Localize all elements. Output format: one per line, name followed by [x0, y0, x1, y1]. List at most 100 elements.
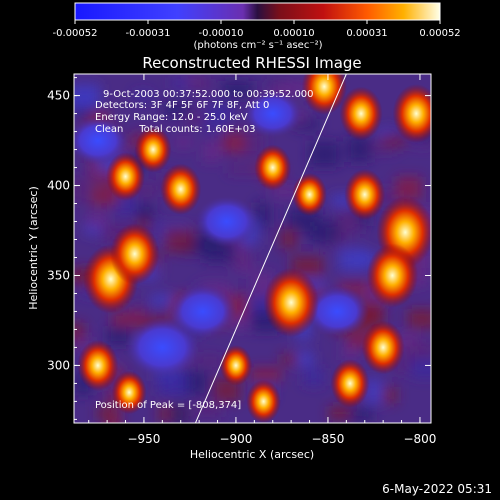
x-tick-label: −950: [127, 432, 160, 446]
cold-spot: [242, 89, 303, 138]
hot-spot: [77, 339, 119, 392]
texture-patch: [74, 177, 87, 203]
hot-spot: [219, 345, 253, 386]
texture-patch: [194, 237, 213, 250]
texture-patch: [380, 134, 408, 146]
colorbar-unit-label: (photons cm⁻² s⁻¹ asec⁻²): [193, 40, 322, 51]
texture-patch: [150, 294, 174, 306]
hot-spots: [77, 74, 431, 423]
colorbar-tick-label: 0.00031: [346, 28, 387, 39]
hot-spot: [366, 243, 419, 308]
texture-patch: [338, 248, 369, 272]
plot-frame: [73, 73, 432, 424]
cold-spot: [168, 284, 237, 339]
plot-area: [74, 74, 431, 423]
texture-patch: [112, 311, 144, 327]
hot-spot: [330, 359, 370, 408]
texture-patch: [174, 75, 204, 87]
hot-spot: [344, 168, 386, 221]
y-tick-label: 400: [47, 179, 70, 193]
texture-patch: [106, 326, 131, 345]
texture-patch: [133, 91, 153, 102]
colorbar-tick-label: 0.00010: [273, 28, 314, 39]
x-axis-label: Heliocentric X (arcsec): [190, 448, 314, 461]
texture-patch: [170, 403, 189, 423]
hot-spot: [292, 172, 327, 217]
texture-patch: [287, 81, 315, 94]
annotation-clean-counts: Clean Total counts: 1.60E+03: [95, 124, 255, 135]
hot-spot: [339, 86, 383, 141]
texture-patch: [366, 140, 398, 153]
hot-spot: [160, 163, 202, 215]
texture-patch: [74, 84, 100, 108]
x-tick-label: −850: [311, 432, 344, 446]
annotation-energy-range: Energy Range: 12.0 - 25.0 keV: [95, 112, 248, 123]
hot-spot: [111, 370, 147, 415]
texture-patch: [221, 81, 253, 99]
texture-patch: [185, 112, 210, 126]
x-tick-label: −900: [219, 432, 252, 446]
y-tick-label: 450: [47, 89, 70, 103]
texture-patch: [222, 132, 246, 153]
footer-timestamp: 6-May-2022 05:31: [382, 482, 492, 496]
texture-patch: [395, 176, 422, 201]
texture-patch: [172, 77, 188, 89]
y-tick-label: 350: [47, 268, 70, 282]
texture-patch: [293, 118, 320, 130]
texture-patch: [292, 351, 314, 367]
cold-spots: [74, 89, 370, 378]
solar-limb-line: [194, 74, 347, 423]
y-axis-label: Heliocentric Y (arcsec): [27, 186, 40, 310]
x-tick-label: −800: [403, 432, 436, 446]
colorbar-gradient: [74, 2, 441, 21]
texture-patch: [164, 227, 194, 253]
texture-patch: [125, 184, 158, 196]
texture-patch: [228, 163, 260, 175]
texture-patch: [164, 102, 192, 117]
texture-patch: [309, 220, 340, 244]
hot-spot: [392, 84, 431, 144]
texture-patch: [410, 357, 431, 378]
y-tick-label: 300: [47, 358, 70, 372]
texture-patch: [198, 355, 223, 368]
texture-patch: [304, 368, 324, 386]
texture-patch: [181, 370, 208, 395]
texture-patch: [234, 261, 255, 273]
colorbar: -0.00052 -0.00031 -0.00010 0.00010 0.00031 0.…: [53, 2, 461, 51]
hot-spot: [301, 74, 347, 115]
texture-patch: [407, 309, 431, 329]
chart-title: Reconstructed RHESSI Image: [142, 54, 361, 72]
texture-patch: [204, 110, 226, 132]
texture-patch: [87, 212, 109, 228]
texture-patch: [280, 353, 298, 366]
colorbar-tick-label: -0.00010: [199, 28, 244, 39]
texture-patch: [347, 136, 372, 162]
hot-spot: [361, 320, 405, 375]
colorbar-tick-label: -0.00031: [126, 28, 171, 39]
cold-spot: [194, 195, 259, 248]
colorbar-tick-label: -0.00052: [53, 28, 98, 39]
texture-patch: [349, 407, 373, 422]
texture-patch: [74, 322, 85, 343]
texture-patch: [272, 186, 301, 198]
annotation-detectors: Detectors: 3F 4F 5F 6F 7F 8F, Att 0: [95, 100, 269, 111]
cold-spot: [74, 116, 128, 165]
texture-patch: [97, 406, 114, 421]
texture-patch: [174, 136, 193, 148]
x-axis: −950 −900 −850 −800: [88, 74, 436, 446]
texture-patch: [309, 141, 340, 167]
colorbar-tick-label: 0.00052: [419, 28, 460, 39]
annotation-time-range: 9-Oct-2003 00:37:52.000 to 00:39:52.000: [103, 89, 314, 100]
hot-spot: [263, 267, 319, 338]
colorbar-ticks: -0.00052 -0.00031 -0.00010 0.00010 0.00031 0.…: [53, 20, 461, 39]
hot-spot: [106, 152, 145, 201]
annotation-block: 9-Oct-2003 00:37:52.000 to 00:39:52.000 …: [95, 89, 314, 135]
texture-patch: [328, 406, 351, 420]
texture-patch: [194, 400, 221, 417]
hot-spot: [134, 126, 172, 173]
cold-spot: [305, 285, 370, 338]
hot-spot: [254, 144, 292, 191]
peak-position-label: Position of Peak = [-808,374]: [95, 400, 241, 411]
texture-patch: [202, 140, 221, 162]
